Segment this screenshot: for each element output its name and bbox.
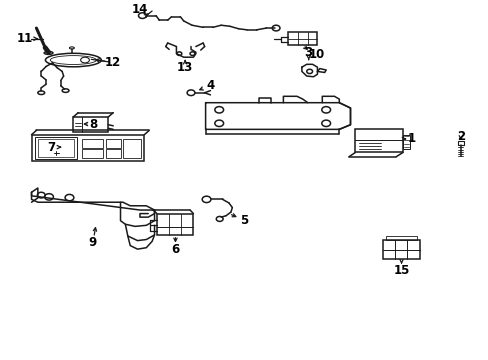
Bar [157,213,193,235]
Text: 3: 3 [304,46,312,59]
Text: 12: 12 [105,57,121,69]
Text: 13: 13 [177,60,193,74]
Bar [385,236,416,239]
Bar [122,139,141,158]
Bar [31,135,144,161]
Text: 8: 8 [89,117,98,131]
Text: 5: 5 [240,214,248,227]
Bar [402,135,409,149]
Bar [38,139,74,157]
Bar [355,129,402,152]
Bar [106,139,120,148]
Text: 15: 15 [392,264,409,277]
Text: 4: 4 [206,79,214,92]
Bar [73,117,108,132]
Bar [35,137,77,159]
Bar [81,139,103,148]
Bar [382,239,419,259]
Text: 14: 14 [131,3,148,16]
Text: 2: 2 [456,130,464,143]
Text: 11: 11 [17,32,33,45]
Bar [81,149,103,158]
Text: 7: 7 [47,141,56,154]
Text: 6: 6 [171,243,179,256]
Text: 9: 9 [88,235,97,248]
Bar [287,32,317,45]
Bar [457,141,463,145]
Bar [106,149,120,158]
Text: 10: 10 [308,48,324,61]
Text: 1: 1 [407,132,414,145]
